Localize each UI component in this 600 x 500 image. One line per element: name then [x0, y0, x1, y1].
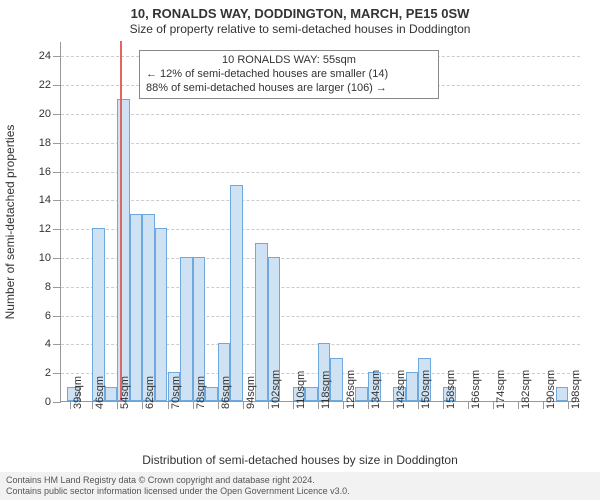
y-tick-label: 10 — [39, 252, 61, 264]
y-axis-label: Number of semi-detached properties — [3, 125, 17, 320]
footer-line-2: Contains public sector information licen… — [6, 486, 594, 497]
x-tick-label: 190sqm — [545, 370, 557, 409]
annotation-box: 10 RONALDS WAY: 55sqm← 12% of semi-detac… — [139, 50, 439, 99]
y-tick-label: 18 — [39, 137, 61, 149]
x-tick — [343, 401, 344, 409]
x-tick-label: 126sqm — [345, 370, 357, 409]
plot-area: 02468101214161820222439sqm46sqm54sqm62sq… — [60, 42, 580, 402]
x-tick-label: 182sqm — [520, 370, 532, 409]
x-tick-label: 150sqm — [420, 370, 432, 409]
x-tick-label: 39sqm — [72, 376, 84, 409]
x-tick-label: 102sqm — [270, 370, 282, 409]
chart-title: 10, RONALDS WAY, DODDINGTON, MARCH, PE15… — [0, 6, 600, 21]
x-tick — [393, 401, 394, 409]
chart-subtitle: Size of property relative to semi-detach… — [0, 22, 600, 36]
histogram-bar — [406, 372, 419, 401]
y-tick-label: 2 — [45, 367, 61, 379]
histogram-bar — [255, 243, 268, 401]
histogram-bar — [355, 387, 368, 401]
x-tick — [443, 401, 444, 409]
histogram-bar — [155, 228, 168, 401]
x-tick-label: 62sqm — [144, 376, 156, 409]
y-tick-label: 20 — [39, 108, 61, 120]
footer: Contains HM Land Registry data © Crown c… — [0, 472, 600, 500]
x-tick — [243, 401, 244, 409]
histogram-bar — [142, 214, 155, 401]
x-tick-label: 70sqm — [170, 376, 182, 409]
y-tick-label: 12 — [39, 223, 61, 235]
x-tick — [168, 401, 169, 409]
chart-container: 10, RONALDS WAY, DODDINGTON, MARCH, PE15… — [0, 0, 600, 500]
annotation-line: 88% of semi-detached houses are larger (… — [146, 82, 432, 96]
x-tick — [268, 401, 269, 409]
x-tick-label: 166sqm — [470, 370, 482, 409]
x-tick-label: 118sqm — [320, 371, 332, 409]
y-tick-label: 14 — [39, 194, 61, 206]
histogram-bar — [230, 185, 243, 401]
x-tick — [318, 401, 319, 409]
x-tick-label: 46sqm — [94, 376, 106, 409]
annotation-line: ← 12% of semi-detached houses are smalle… — [146, 68, 432, 82]
footer-line-1: Contains HM Land Registry data © Crown c… — [6, 475, 594, 486]
x-tick-label: 94sqm — [245, 376, 257, 409]
marker-line — [120, 41, 122, 401]
gridline — [61, 143, 580, 144]
x-tick — [368, 401, 369, 409]
x-tick-label: 134sqm — [370, 370, 382, 409]
x-tick-label: 174sqm — [495, 370, 507, 409]
gridline — [61, 200, 580, 201]
x-tick-label: 142sqm — [395, 370, 407, 409]
y-tick-label: 22 — [39, 79, 61, 91]
histogram-bar — [305, 387, 318, 401]
y-tick-label: 8 — [45, 281, 61, 293]
y-tick-label: 6 — [45, 310, 61, 322]
y-tick-label: 4 — [45, 338, 61, 350]
gridline — [61, 114, 580, 115]
histogram-bar — [330, 358, 343, 401]
annotation-line: 10 RONALDS WAY: 55sqm — [146, 54, 432, 68]
y-tick-label: 24 — [39, 50, 61, 62]
histogram-bar — [105, 387, 118, 401]
x-tick-label: 198sqm — [570, 370, 582, 409]
x-tick-label: 54sqm — [119, 376, 131, 409]
x-tick-label: 158sqm — [445, 370, 457, 409]
x-tick — [218, 401, 219, 409]
histogram-bar — [556, 387, 569, 401]
x-axis-label: Distribution of semi-detached houses by … — [0, 453, 600, 467]
y-tick-label: 16 — [39, 166, 61, 178]
y-tick-label: 0 — [45, 396, 61, 408]
x-tick — [193, 401, 194, 409]
x-tick — [293, 401, 294, 409]
x-tick-label: 110sqm — [295, 371, 307, 409]
histogram-bar — [130, 214, 143, 401]
x-tick-label: 78sqm — [195, 376, 207, 409]
x-tick-label: 86sqm — [220, 376, 232, 409]
gridline — [61, 172, 580, 173]
x-tick — [418, 401, 419, 409]
